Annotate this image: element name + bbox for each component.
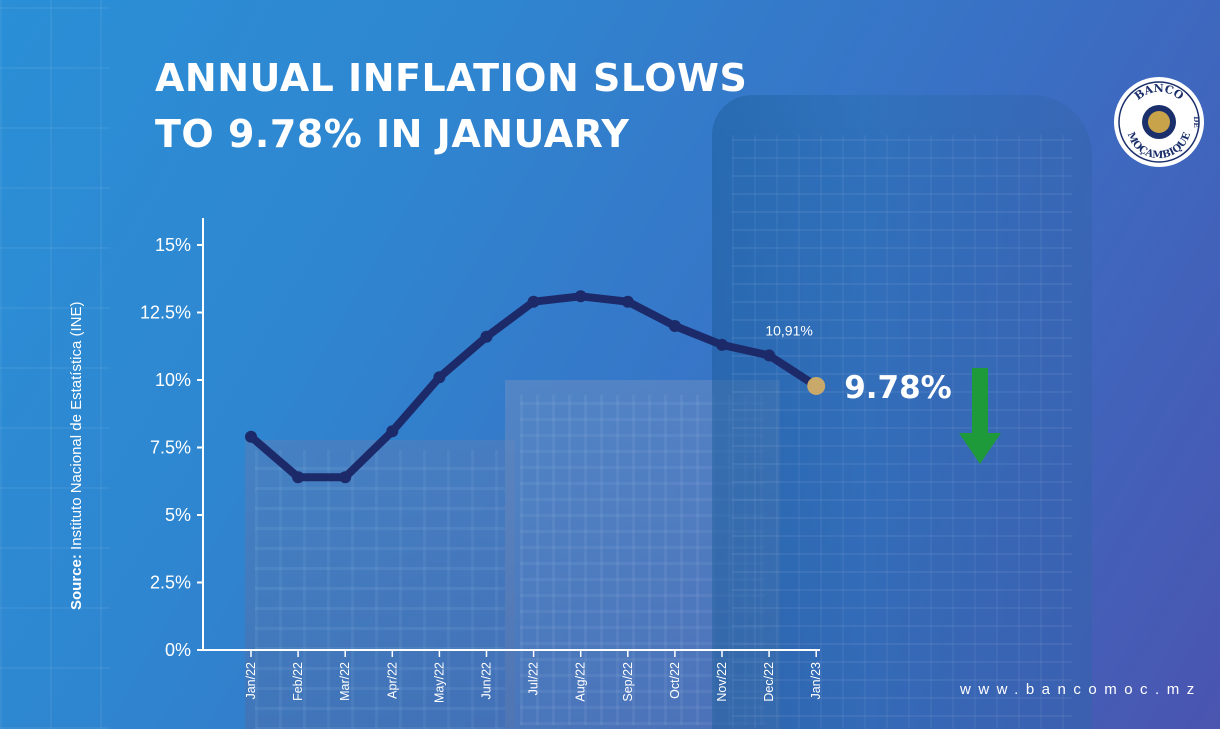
y-axis-ticks: 0% 2.5% 5% 7.5% 10% 12.5% 15% [140, 235, 203, 660]
x-tick-label: Aug/22 [574, 662, 588, 702]
y-tick-label: 15% [155, 235, 191, 255]
x-tick-label: Apr/22 [385, 662, 399, 699]
chart-axes [202, 218, 820, 651]
y-tick-label: 12.5% [140, 303, 191, 323]
x-axis-ticks: Jan/22 Feb/22 Mar/22 Apr/22 May/22 Jun/22 Jul/… [244, 650, 823, 703]
x-tick-label: Nov/22 [715, 662, 729, 702]
x-tick-label: Mar/22 [338, 662, 352, 701]
y-tick-label: 7.5% [150, 438, 191, 458]
chart-annotations: 10,91% 9.78% [765, 322, 1001, 464]
data-point [480, 330, 493, 343]
data-point [621, 295, 634, 308]
logo-text-top: BANCO [1132, 82, 1186, 103]
data-point [433, 371, 446, 384]
x-tick-label: Sep/22 [621, 662, 635, 702]
series-group [245, 290, 826, 484]
down-arrow-icon [959, 368, 1001, 464]
x-tick-label: Oct/22 [668, 662, 682, 699]
title-line-2: TO 9.78% IN JANUARY [155, 112, 630, 156]
latest-value-label: 9.78% [844, 370, 952, 406]
page-title: ANNUAL INFLATION SLOWS TO 9.78% IN JANUA… [155, 50, 747, 162]
logo-ring [1118, 81, 1200, 163]
title-line-1: ANNUAL INFLATION SLOWS [155, 56, 748, 100]
series-line [247, 292, 821, 482]
data-point [292, 471, 305, 484]
x-tick-label: Jan/23 [809, 662, 823, 700]
data-point [245, 430, 257, 443]
data-point [763, 349, 776, 362]
bank-logo: BANCO MOÇAMBIQUE DE [1114, 77, 1204, 167]
data-label: 10,91% [765, 322, 812, 338]
data-point [386, 425, 399, 438]
data-point-latest [807, 376, 826, 395]
data-point [339, 471, 352, 484]
y-tick-label: 2.5% [150, 573, 191, 593]
data-point [527, 295, 540, 308]
x-tick-label: Jan/22 [244, 662, 258, 700]
y-tick-label: 0% [165, 640, 191, 660]
background-building-left [245, 440, 515, 729]
x-tick-label: Feb/22 [291, 662, 305, 701]
data-point [574, 290, 587, 303]
background-grid [0, 0, 110, 729]
x-tick-label: May/22 [432, 662, 446, 703]
logo-emblem-gold [1148, 111, 1170, 133]
x-tick-label: Jul/22 [527, 662, 541, 695]
y-tick-label: 5% [165, 505, 191, 525]
x-tick-label: Dec/22 [762, 662, 776, 702]
data-point [716, 338, 728, 351]
website-link[interactable]: www.bancomoc.mz [960, 681, 1202, 698]
x-tick-label: Jun/22 [480, 662, 494, 700]
data-point [668, 320, 681, 332]
y-tick-label: 10% [155, 370, 191, 390]
logo-text-de: DE [1192, 116, 1201, 127]
background-tower [712, 95, 1092, 729]
